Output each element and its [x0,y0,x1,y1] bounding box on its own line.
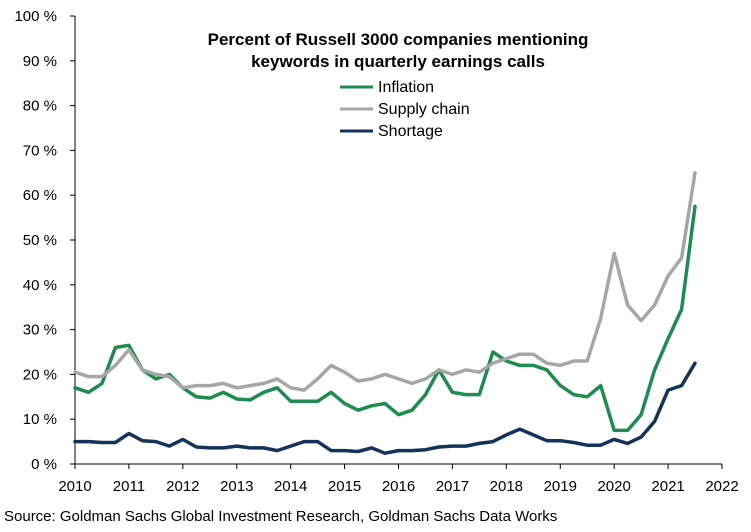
chart-title: Percent of Russell 3000 companies mentio… [208,30,589,71]
x-tick-label: 2016 [382,478,415,495]
legend: Inflation Supply chain Shortage [340,79,470,140]
x-tick-label: 2013 [220,478,253,495]
x-tick-label: 2012 [166,478,199,495]
x-tick-label: 2011 [113,478,145,495]
y-tick-label: 90 % [23,53,57,70]
y-tick-label: 60 % [23,187,57,204]
legend-label-supply-chain: Supply chain [378,101,470,118]
x-tick-label: 2017 [436,478,469,495]
y-tick-label: 20 % [23,366,57,383]
x-tick-label: 2021 [651,478,684,495]
source-note: Source: Goldman Sachs Global Investment … [4,508,558,525]
x-tick-label: 2015 [328,478,361,495]
x-tick-label: 2020 [597,478,630,495]
x-tick-label: 2018 [490,478,523,495]
x-tick-label: 2014 [274,478,307,495]
y-tick-label: 40 % [23,277,57,294]
chart-title-line-1: Percent of Russell 3000 companies mentio… [208,30,589,49]
y-tick-label: 0 % [31,456,57,473]
y-tick-label: 100 % [14,8,57,25]
y-axis-ticks: 0 % 10 % 20 % 30 % 40 % 50 % 60 % 70 % 80 % 90 % 1… [14,8,75,473]
series-line-supply-chain [73,171,697,392]
y-tick-label: 30 % [23,322,57,339]
y-tick-label: 10 % [23,411,57,428]
x-axis-ticks: 2010 2011 2012 2013 2014 2015 2016 2017 2018 2019… [58,464,739,495]
y-tick-label: 80 % [23,98,57,115]
x-tick-label: 2019 [544,478,577,495]
series-line-shortage [73,361,697,455]
x-tick-label: 2022 [705,478,738,495]
series-lines [73,171,697,455]
legend-label-inflation: Inflation [378,79,434,96]
y-tick-label: 70 % [23,142,57,159]
chart-title-line-2: keywords in quarterly earnings calls [251,52,545,71]
legend-label-shortage: Shortage [378,123,443,140]
x-tick-label: 2010 [58,478,91,495]
y-tick-label: 50 % [23,232,57,249]
